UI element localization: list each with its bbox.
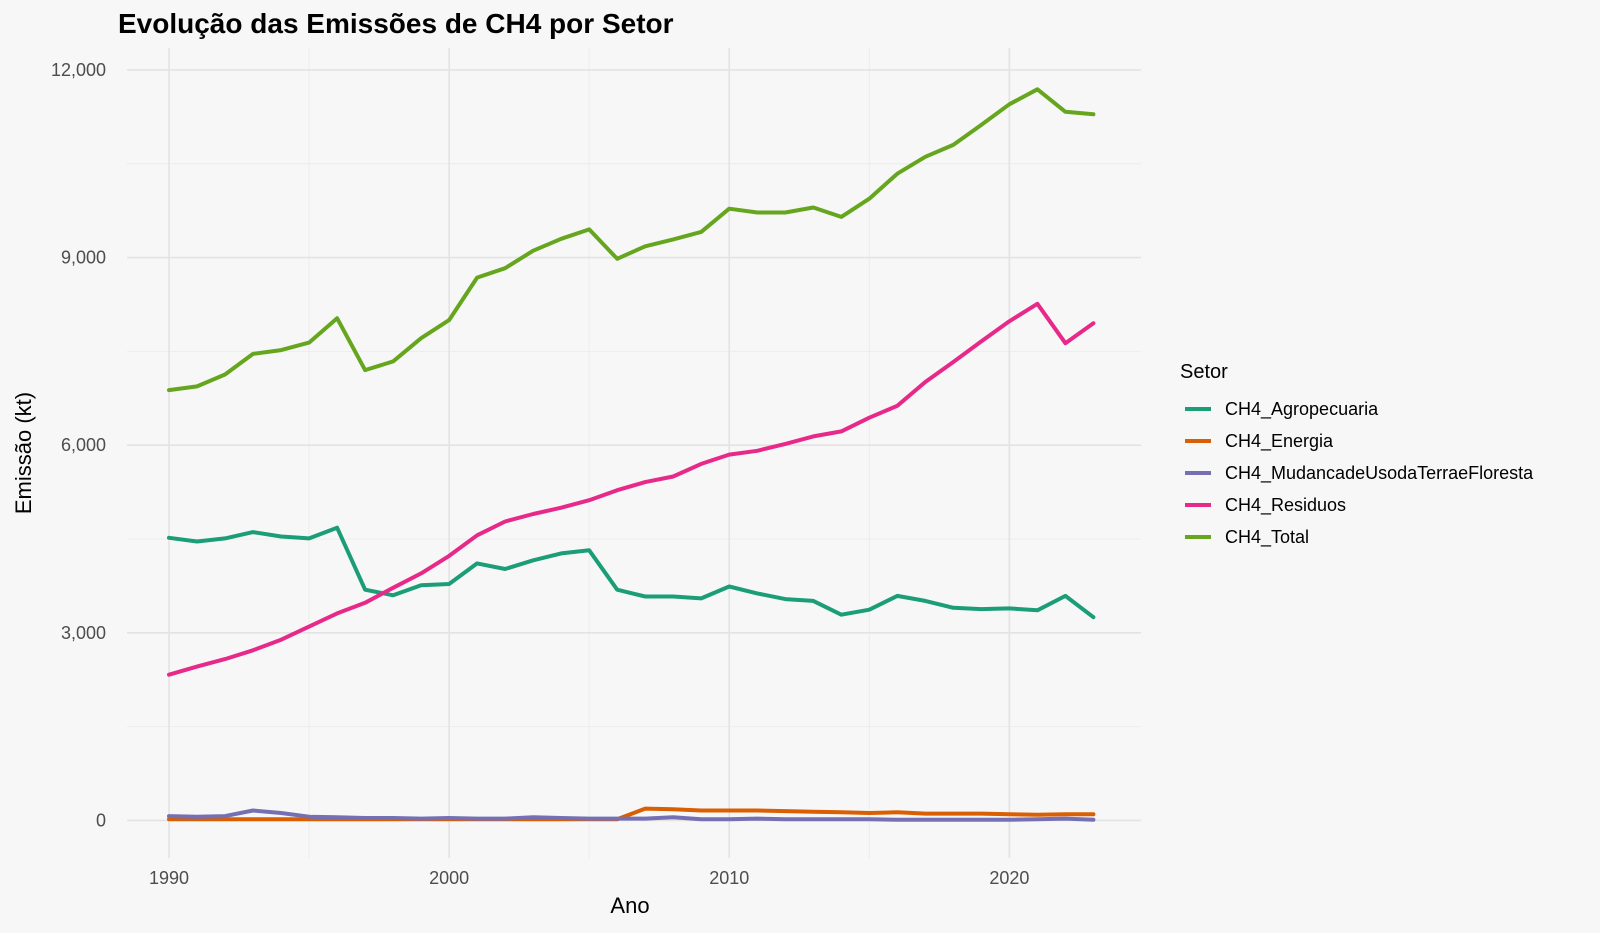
legend-label: CH4_Agropecuaria <box>1225 399 1379 420</box>
series-line-CH4_Residuos <box>167 301 1096 677</box>
x-tick-label: 1990 <box>149 868 189 888</box>
legend-label: CH4_Total <box>1225 527 1309 548</box>
x-tick-label: 2000 <box>429 868 469 888</box>
y-axis-ticks: 0 3,000 6,000 9,000 12,000 <box>51 60 106 831</box>
series-line-CH4_Total <box>167 87 1096 393</box>
series-line-CH4_Agropecuaria <box>167 525 1096 620</box>
chart-title: Evolução das Emissões de CH4 por Setor <box>118 8 674 39</box>
x-tick-label: 2010 <box>709 868 749 888</box>
legend-items: CH4_Agropecuaria CH4_Energia CH4_Mudancade… <box>1185 399 1534 548</box>
y-tick-label: 9,000 <box>61 248 106 268</box>
y-tick-label: 12,000 <box>51 60 106 80</box>
legend-title: Setor <box>1180 361 1228 383</box>
x-axis-title: Ano <box>610 893 649 918</box>
y-tick-label: 3,000 <box>61 623 106 643</box>
legend: Setor CH4_Agropecuaria CH4_Energia CH4_Mud… <box>1180 361 1534 548</box>
series-line-CH4_MudancadeUsodaTerraeFloresta <box>167 808 1096 822</box>
y-tick-label: 6,000 <box>61 435 106 455</box>
legend-label: CH4_Energia <box>1225 431 1334 452</box>
grid <box>127 48 1141 858</box>
legend-label: CH4_MudancadeUsodaTerraeFloresta <box>1225 463 1534 484</box>
series-line-CH4_Energia <box>167 806 1096 822</box>
x-tick-label: 2020 <box>989 868 1029 888</box>
y-axis-title: Emissão (kt) <box>11 392 36 514</box>
series-lines <box>167 87 1096 822</box>
legend-label: CH4_Residuos <box>1225 495 1346 516</box>
y-tick-label: 0 <box>96 810 106 830</box>
x-axis-ticks: 1990 2000 2010 2020 <box>149 868 1029 888</box>
